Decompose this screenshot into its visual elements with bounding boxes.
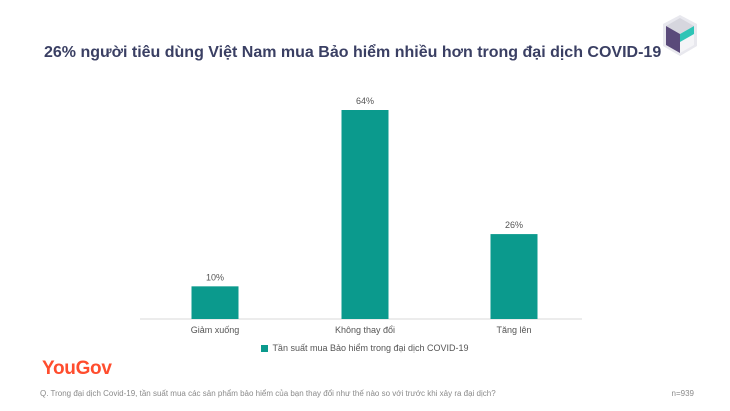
- legend: Tần suất mua Bảo hiểm trong đại dịch COV…: [0, 343, 730, 353]
- data-label-3: 26%: [505, 220, 523, 230]
- data-label-1: 10%: [206, 272, 224, 282]
- question-footnote: Q. Trong đại dịch Covid-19, tần suất mua…: [40, 389, 496, 398]
- category-label-2: Không thay đổi: [335, 325, 395, 335]
- legend-label: Tần suất mua Bảo hiểm trong đại dịch COV…: [272, 343, 469, 353]
- yougov-logo: YouGov: [42, 358, 112, 379]
- sample-size: n=939: [671, 389, 694, 398]
- data-label-2: 64%: [356, 96, 374, 106]
- category-label-1: Giảm xuống: [191, 325, 240, 335]
- bar-2: [341, 110, 389, 319]
- cube-logo-icon: [663, 15, 697, 56]
- bar-3: [490, 234, 538, 319]
- chart-title: 26% người tiêu dùng Việt Nam mua Bảo hiể…: [44, 44, 662, 61]
- category-label-3: Tăng lên: [496, 325, 531, 335]
- bar-1: [191, 286, 239, 319]
- legend-swatch: [261, 344, 269, 352]
